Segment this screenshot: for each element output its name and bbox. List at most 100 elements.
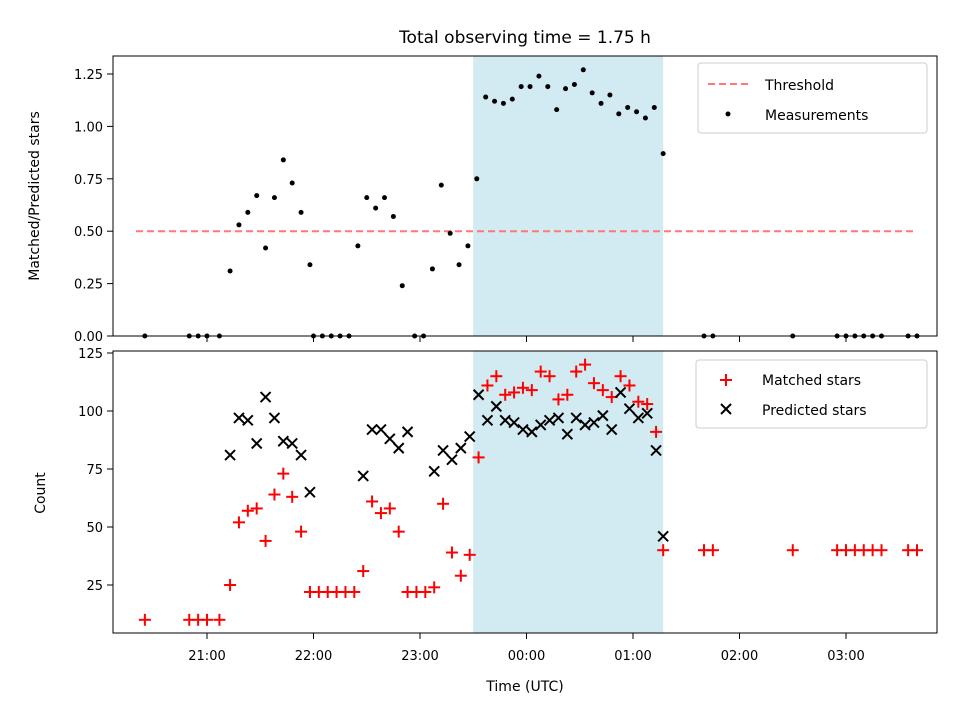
x-tick-label: 02:00	[721, 649, 758, 664]
predicted-star-point	[295, 449, 307, 461]
matched-star-point	[641, 398, 654, 411]
bottom-y-tick-label: 75	[86, 463, 103, 478]
x-tick-label: 23:00	[401, 649, 438, 664]
measurement-point	[642, 115, 648, 121]
measurement-point	[456, 262, 462, 268]
measurement-point	[465, 243, 471, 249]
measurement-point	[390, 214, 396, 220]
predicted-star-point	[268, 412, 281, 424]
measurement-point	[236, 222, 242, 228]
measurement-point	[598, 100, 604, 106]
matched-star-point	[286, 490, 299, 503]
matched-star-point	[437, 497, 450, 510]
x-axis-label: Time (UTC)	[485, 679, 563, 695]
matched-star-point	[472, 451, 485, 464]
matched-star-point	[596, 384, 609, 397]
top-y-tick-label: 1.25	[74, 68, 103, 83]
measurement-point	[289, 180, 295, 186]
top-y-tick-label: 0.00	[74, 330, 103, 345]
measurement-point	[399, 283, 405, 289]
bottom-legend: Matched stars Predicted stars	[695, 359, 928, 429]
matched-star-point	[875, 544, 888, 557]
matched-star-point	[650, 425, 663, 438]
predicted-star-point	[597, 409, 609, 422]
matched-star-point	[614, 370, 627, 383]
measurement-point	[254, 193, 260, 199]
x-tick-label: 03:00	[827, 649, 864, 664]
chart-title: Total observing time = 1.75 h	[398, 28, 651, 48]
predicted-star-point	[250, 437, 263, 450]
measurement-point	[263, 245, 269, 251]
matched-star-point	[579, 358, 592, 371]
matched-star-point	[357, 565, 370, 578]
predicted-star-point	[384, 433, 396, 445]
measurement-point	[580, 67, 586, 73]
predicted-star-point	[455, 442, 467, 454]
matched-star-point	[295, 525, 308, 538]
measurement-point	[563, 86, 569, 92]
top-y-tick-label: 0.25	[74, 278, 103, 293]
predicted-star-point	[650, 444, 662, 457]
matched-star-point	[657, 544, 670, 557]
top-y-tick-label: 0.75	[74, 173, 103, 188]
measurement-point	[634, 109, 640, 115]
bottom-y-tick-label: 100	[78, 405, 103, 420]
count-panel: 25 50 75 100 125 21:00 22:00 23:00 00:00 01:00 02…	[33, 347, 938, 695]
predicted-star-point	[437, 444, 449, 457]
matched-star-point	[392, 525, 405, 538]
predicted-star-point	[561, 428, 574, 440]
top-y-axis-label: Matched/Predicted stars	[27, 111, 43, 281]
matched-star-point	[508, 386, 521, 399]
matched-star-point	[561, 388, 574, 401]
matched-star-point	[516, 381, 529, 394]
matched-star-point	[241, 504, 254, 517]
top-observing-window	[473, 56, 664, 336]
bottom-y-tick-label: 50	[86, 521, 103, 536]
measurement-point	[518, 84, 524, 90]
matched-star-point	[419, 585, 432, 598]
matched-star-point	[445, 546, 458, 559]
predicted-star-point	[463, 430, 476, 443]
ratio-panel: Total observing time = 1.75 h 0.00 0.25 0.…	[27, 28, 938, 345]
predicted-star-point	[499, 414, 511, 426]
matched-star-point	[259, 534, 272, 547]
matched-star-point	[525, 384, 538, 397]
predicted-star-point	[570, 412, 582, 424]
predicted-star-point	[277, 435, 290, 447]
measurement-point	[438, 182, 444, 188]
legend-matched-label: Matched stars	[762, 373, 861, 389]
matched-star-point	[570, 365, 583, 378]
measurement-point	[571, 81, 577, 87]
measurement-point	[616, 111, 622, 117]
matched-star-point	[213, 613, 226, 626]
bottom-y-tick-label: 125	[78, 347, 103, 362]
predicted-star-point	[481, 414, 494, 426]
matched-star-point	[499, 388, 512, 401]
legend-measurements-label: Measurements	[765, 108, 868, 124]
predicted-star-point	[375, 423, 387, 436]
bottom-y-tick-label: 25	[86, 579, 103, 594]
matched-star-point	[428, 581, 441, 594]
predicted-star-point	[552, 412, 565, 424]
matched-star-point	[632, 395, 645, 408]
matched-star-point	[348, 585, 361, 598]
matched-star-point	[138, 613, 151, 626]
predicted-star-point	[428, 465, 440, 478]
predicted-star-point	[304, 486, 316, 498]
measurement-point	[660, 151, 666, 157]
matched-star-point	[552, 393, 565, 406]
measurement-point	[245, 209, 251, 215]
legend-predicted-marker	[720, 403, 732, 415]
measurement-point	[307, 262, 313, 268]
matched-star-point	[490, 370, 503, 383]
legend-predicted-label: Predicted stars	[762, 403, 867, 419]
measurement-point	[509, 96, 515, 102]
predicted-star-point	[579, 419, 591, 431]
measurement-point	[227, 268, 233, 274]
top-y-tick-label: 1.00	[74, 120, 103, 135]
measurement-point	[271, 195, 277, 201]
matched-star-point	[224, 579, 237, 591]
legend-measurements-marker	[725, 111, 731, 117]
measurement-point	[500, 100, 506, 106]
